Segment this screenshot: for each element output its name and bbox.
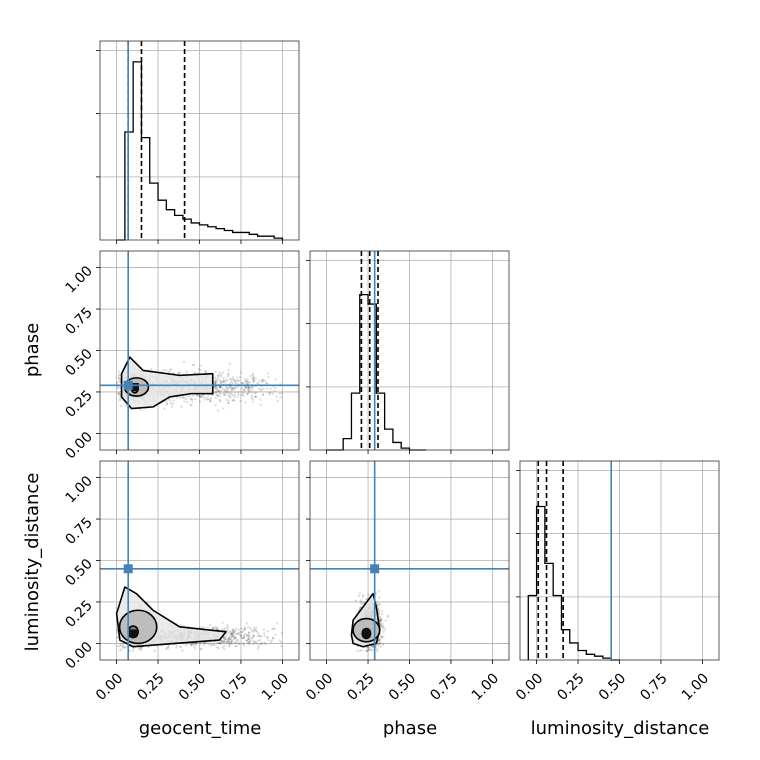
hist-step-phase xyxy=(326,293,427,451)
y-tick-label: 0.50 xyxy=(62,556,95,589)
x-tick-label: 0.50 xyxy=(386,670,419,703)
scatter-panel-geocent_time-vs-phase: 0.00 0.25 0.50 0.75 1.00 xyxy=(62,250,300,462)
xlabel-phase: phase xyxy=(383,718,437,739)
truth-marker xyxy=(123,380,133,390)
x-tick-label: 1.00 xyxy=(259,670,292,703)
x-tick-label: 0.50 xyxy=(176,670,209,703)
x-tick-label: 1.00 xyxy=(679,670,712,703)
y-tick-label: 0.00 xyxy=(62,639,95,672)
xlabel-geocent-time: geocent_time xyxy=(139,718,262,739)
y-tick-label: 0.75 xyxy=(62,515,95,548)
contour-mid xyxy=(118,609,158,645)
x-tick-label: 0.00 xyxy=(303,670,336,703)
y-tick-label: 0.00 xyxy=(62,429,95,462)
scatter-panel-phase-vs-luminosity_distance: 0.00 0.25 0.50 0.75 1.00 xyxy=(303,460,510,704)
y-tick-label: 0.50 xyxy=(62,346,95,379)
truth-marker xyxy=(370,564,380,574)
y-tick-label: 0.25 xyxy=(62,597,95,630)
y-tick-label: 1.00 xyxy=(62,473,95,506)
x-tick-label: 0.50 xyxy=(596,670,629,703)
x-tick-label: 0.75 xyxy=(217,670,250,703)
density-peak xyxy=(130,382,139,391)
ylabel-luminosity-distance: luminosity_distance xyxy=(22,473,43,652)
y-tick-label: 0.25 xyxy=(62,387,95,420)
hist-panel-phase xyxy=(306,250,510,454)
hist-panel-luminosity_distance: 0.00 0.25 0.50 0.75 1.00 xyxy=(513,460,720,704)
density-peak xyxy=(362,629,371,638)
x-tick-label: 0.75 xyxy=(637,670,670,703)
ylabel-phase: phase xyxy=(22,323,43,377)
x-tick-label: 0.25 xyxy=(344,670,377,703)
hist-step-geocent_time xyxy=(116,61,284,241)
x-tick-label: 0.25 xyxy=(134,670,167,703)
x-tick-label: 0.75 xyxy=(427,670,460,703)
hist-step-luminosity_distance xyxy=(527,505,620,661)
x-tick-label: 0.00 xyxy=(513,670,546,703)
truth-marker xyxy=(123,564,133,574)
x-tick-label: 1.00 xyxy=(469,670,502,703)
contour-outer xyxy=(120,356,214,410)
x-tick-label: 0.00 xyxy=(93,670,126,703)
x-tick-label: 0.25 xyxy=(554,670,587,703)
y-tick-label: 1.00 xyxy=(62,263,95,296)
y-tick-label: 0.75 xyxy=(62,305,95,338)
xlabel-luminosity-distance: luminosity_distance xyxy=(531,718,710,739)
density-peak xyxy=(129,629,138,638)
hist-panel-geocent_time xyxy=(96,40,300,244)
scatter-panel-geocent_time-vs-luminosity_distance: 0.00 0.25 0.50 0.75 1.000.000.250.500.751.00 xyxy=(62,460,300,704)
